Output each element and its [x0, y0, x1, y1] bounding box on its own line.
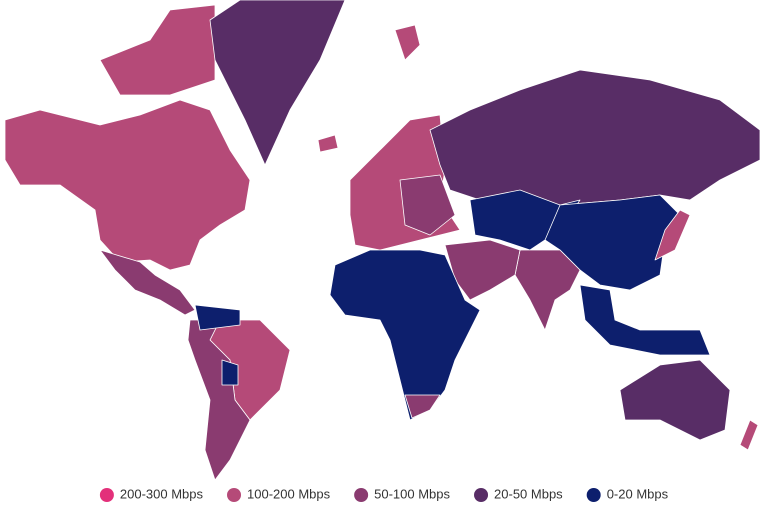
region [221, 359, 239, 386]
region [399, 174, 456, 236]
region [514, 249, 581, 331]
region [329, 249, 481, 421]
region [187, 319, 251, 481]
region [317, 134, 339, 153]
region [579, 284, 711, 356]
region [739, 419, 759, 451]
legend-label: 200-300 Mbps [120, 486, 204, 501]
region [4, 99, 251, 271]
legend-marker [354, 488, 369, 502]
region [654, 209, 691, 261]
legend-label: 20-50 Mbps [494, 486, 563, 501]
legend-marker [227, 488, 242, 502]
region [544, 194, 681, 291]
region [619, 359, 731, 441]
legend-marker [99, 488, 114, 502]
legend-label: 100-200 Mbps [247, 486, 331, 501]
region [394, 24, 421, 61]
regions [4, 0, 761, 481]
legend: 200-300 Mbps 100-200 Mbps 50-100 Mbps 20-50… [99, 486, 669, 502]
region [404, 394, 441, 419]
legend-marker [586, 488, 601, 502]
region [429, 69, 761, 206]
region [99, 249, 196, 316]
legend-marker [474, 488, 489, 502]
region [99, 4, 216, 96]
region [209, 0, 346, 166]
legend-label: 0-20 Mbps [607, 486, 669, 501]
legend-label: 50-100 Mbps [374, 486, 450, 501]
region [194, 304, 241, 331]
